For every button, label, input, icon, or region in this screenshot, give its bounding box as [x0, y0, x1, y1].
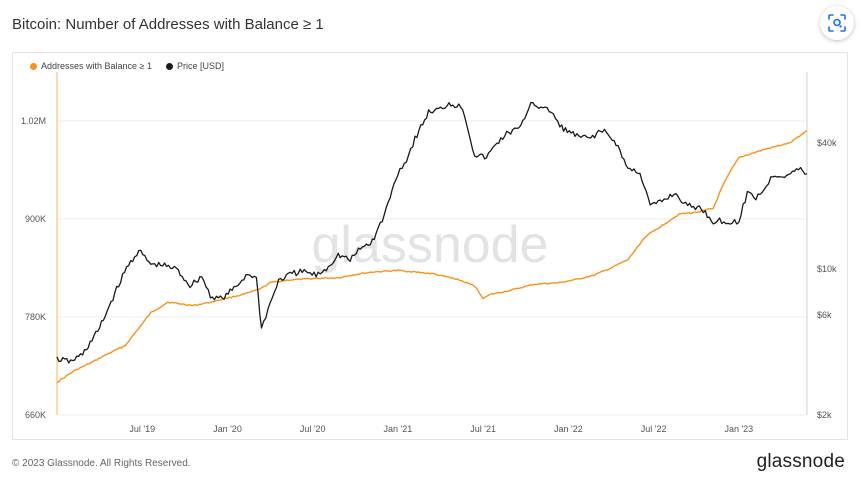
y-right-tick-label: $6k [817, 310, 832, 320]
left-axis: 660K 780K 900K 1.02M [21, 72, 58, 420]
y-right-tick-label: $10k [817, 264, 837, 274]
x-axis: Jul '19 Jan '20 Jul '20 Jan '21 Jul '21 Jan '… [129, 424, 753, 434]
x-tick-label: Jan '20 [213, 424, 242, 434]
lens-scan-icon [828, 14, 846, 32]
chart-title: Bitcoin: Number of Addresses with Balanc… [12, 16, 324, 33]
legend-label-addresses: Addresses with Balance ≥ 1 [41, 61, 152, 71]
y-left-tick-label: 1.02M [21, 116, 46, 126]
x-tick-label: Jan '21 [384, 424, 413, 434]
legend-label-price: Price [USD] [177, 61, 225, 71]
series-line-price [56, 101, 808, 364]
y-right-tick-label: $40k [817, 138, 837, 148]
legend-item-price[interactable]: Price [USD] [166, 61, 224, 71]
grid-lines [57, 120, 807, 416]
right-axis: $2k $6k $10k $40k [806, 72, 837, 420]
watermark: glassnode [311, 216, 548, 274]
copyright-footer: © 2023 Glassnode. All Rights Reserved. [12, 458, 191, 469]
x-tick-label: Jan '22 [554, 424, 583, 434]
series-line-addresses [56, 130, 808, 384]
y-right-tick-label: $2k [817, 410, 832, 420]
legend-dot-price [166, 62, 173, 70]
lens-search-button[interactable] [820, 6, 854, 40]
brand-logo: glassnode [756, 451, 845, 472]
y-left-tick-label: 900K [25, 214, 46, 224]
chart-panel [12, 52, 848, 440]
legend-item-addresses[interactable]: Addresses with Balance ≥ 1 [30, 61, 152, 71]
x-tick-label: Jul '19 [129, 424, 155, 434]
x-tick-label: Jan '23 [724, 424, 753, 434]
y-left-tick-label: 660K [25, 410, 46, 420]
x-tick-label: Jul '21 [470, 424, 496, 434]
chart-legend: Addresses with Balance ≥ 1 Price [USD] [30, 61, 224, 71]
y-left-tick-label: 780K [25, 312, 46, 322]
series-lines [56, 101, 808, 384]
legend-dot-addresses [30, 62, 37, 70]
x-tick-label: Jul '22 [641, 424, 667, 434]
x-tick-label: Jul '20 [300, 424, 326, 434]
